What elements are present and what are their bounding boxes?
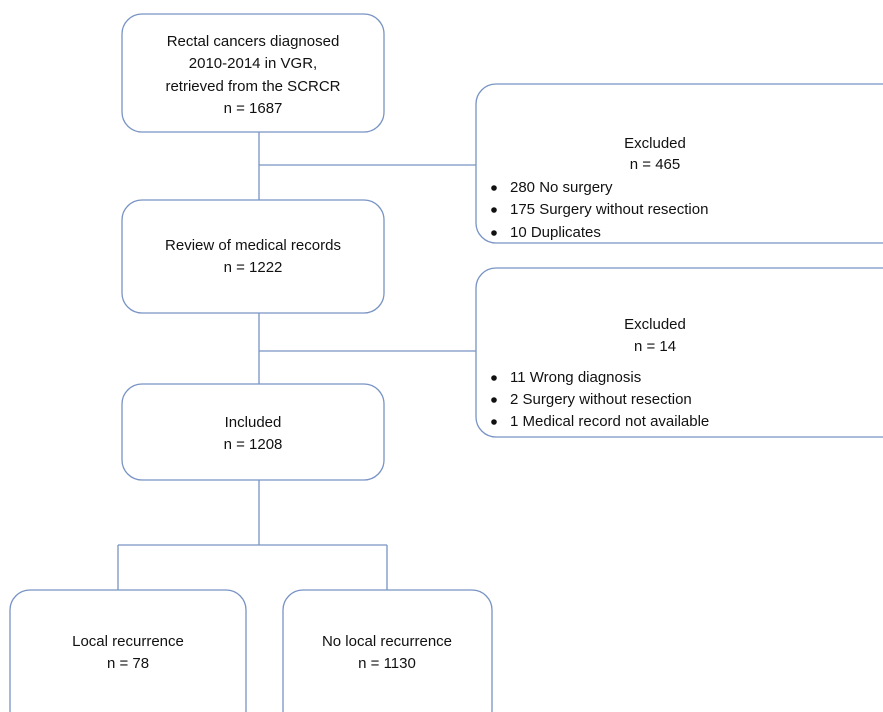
exclusion-item: 175 Surgery without resection	[510, 201, 708, 218]
node-box	[9, 589, 247, 712]
node-text: n = 1130	[358, 655, 416, 672]
exclusion-item: 10 Duplicates	[510, 224, 601, 241]
node-box	[121, 199, 385, 314]
node: Review of medical records n = 1222	[121, 199, 385, 314]
exclusion: Excluded n = 14 11 Wrong diagnosis 2 Sur…	[475, 267, 883, 438]
exclusion-title: Excluded	[624, 135, 686, 152]
node: Local recurrence n = 78	[9, 589, 247, 712]
exclusion-box	[475, 83, 883, 244]
node-text: retrieved from the SCRCR	[165, 78, 340, 95]
node-box	[121, 13, 385, 133]
node-text: 2010-2014 in VGR,	[189, 55, 317, 72]
exclusion-title: Excluded	[624, 316, 686, 333]
connectors	[117, 132, 476, 590]
exclusion-count: n = 14	[634, 338, 676, 355]
exclusion-count: n = 465	[630, 156, 680, 173]
exclusion-item: 1 Medical record not available	[510, 413, 709, 430]
bullet	[491, 397, 497, 403]
bullet	[491, 207, 497, 213]
exclusion-item: 11 Wrong diagnosis	[510, 369, 641, 386]
bullet	[491, 375, 497, 381]
bullet	[491, 419, 497, 425]
exclusion-item: 2 Surgery without resection	[510, 391, 692, 408]
node-text: n = 1208	[224, 436, 283, 453]
bullet	[491, 230, 497, 236]
node-text: Review of medical records	[165, 237, 341, 254]
node-box	[121, 383, 385, 481]
node-text: Local recurrence	[72, 633, 184, 650]
node-text: Rectal cancers diagnosed	[167, 33, 340, 50]
node-text: n = 1222	[224, 259, 283, 276]
node: Included n = 1208	[121, 383, 385, 481]
node: No local recurrence n = 1130	[282, 589, 493, 712]
connector	[117, 480, 388, 590]
exclusion-box	[475, 267, 883, 438]
connector	[258, 313, 476, 384]
node-text: Included	[225, 414, 282, 431]
exclusion-item: 280 No surgery	[510, 179, 613, 196]
node-text: n = 1687	[224, 100, 283, 117]
node: Rectal cancers diagnosed 2010-2014 in VG…	[121, 13, 385, 133]
node-text: n = 78	[107, 655, 149, 672]
bullet	[491, 185, 497, 191]
node-box	[282, 589, 493, 712]
exclusion: Excluded n = 465 280 No surgery 175 Surg…	[475, 83, 883, 244]
node-text: No local recurrence	[322, 633, 452, 650]
connector	[258, 132, 476, 200]
